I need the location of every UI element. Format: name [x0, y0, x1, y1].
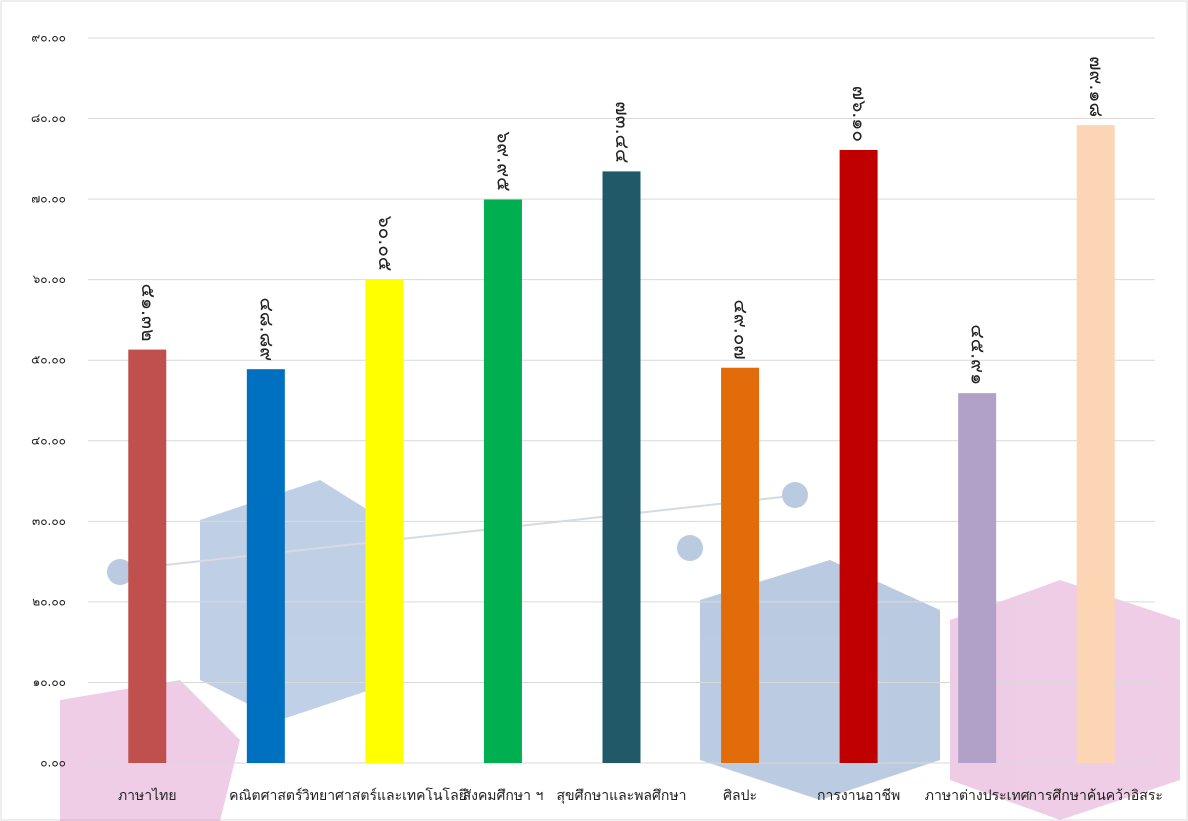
value-label: ๗๖.๑๐ [848, 86, 870, 142]
x-tick-label: การศึกษาค้นคว้าอิสระ [1029, 788, 1163, 804]
x-tick-label: ภาษาไทย [118, 787, 177, 804]
x-tick-label: สังคมศึกษา ฯ [463, 788, 544, 804]
bar [365, 279, 404, 763]
value-label: ๗๓.๔๔ [611, 101, 633, 163]
y-tick-label: ๓๐.๐๐ [32, 514, 66, 528]
y-tick-label: ๕๐.๐๐ [31, 353, 66, 367]
value-label: ๕๑.๓๒ [137, 284, 159, 342]
value-label: ๖๙.๙๕ [492, 131, 514, 191]
y-tick-label: ๐.๐๐ [40, 756, 66, 770]
y-tick-label: ๘๐.๐๐ [31, 111, 66, 125]
value-label: ๔๙.๐๗ [730, 299, 752, 359]
value-label: ๗๙.๑๘ [1085, 56, 1107, 117]
bar [128, 349, 167, 763]
x-tick-label: ศิลปะ [723, 788, 757, 804]
y-tick-label: ๒๐.๐๐ [32, 594, 66, 608]
bar [483, 199, 522, 763]
y-tick-label: ๙๐.๐๐ [31, 31, 66, 45]
value-label: ๔๕.๙๑ [967, 324, 989, 385]
y-tick-label: ๔๐.๐๐ [31, 433, 66, 447]
x-tick-label: สุขศึกษาและพลศึกษา [557, 788, 687, 804]
bar [1076, 125, 1115, 763]
y-tick-label: ๖๐.๐๐ [33, 272, 66, 286]
bar [246, 369, 285, 763]
y-tick-label: ๗๐.๐๐ [31, 192, 66, 206]
value-label: ๔๘.๘๙ [255, 298, 277, 362]
bar [839, 149, 878, 763]
value-label: ๖๐.๐๕ [374, 216, 396, 272]
bar [602, 171, 641, 763]
bar [721, 367, 760, 763]
x-tick-label: วิทยาศาสตร์และเทคโนโลยี [302, 787, 467, 804]
x-tick-label: ภาษาต่างประเทศ [925, 788, 1030, 804]
bar [958, 393, 997, 763]
x-tick-label: คณิตศาสตร์ [229, 787, 303, 804]
x-tick-label: การงานอาชีพ [817, 788, 900, 804]
y-tick-label: ๑๐.๐๐ [33, 675, 66, 689]
